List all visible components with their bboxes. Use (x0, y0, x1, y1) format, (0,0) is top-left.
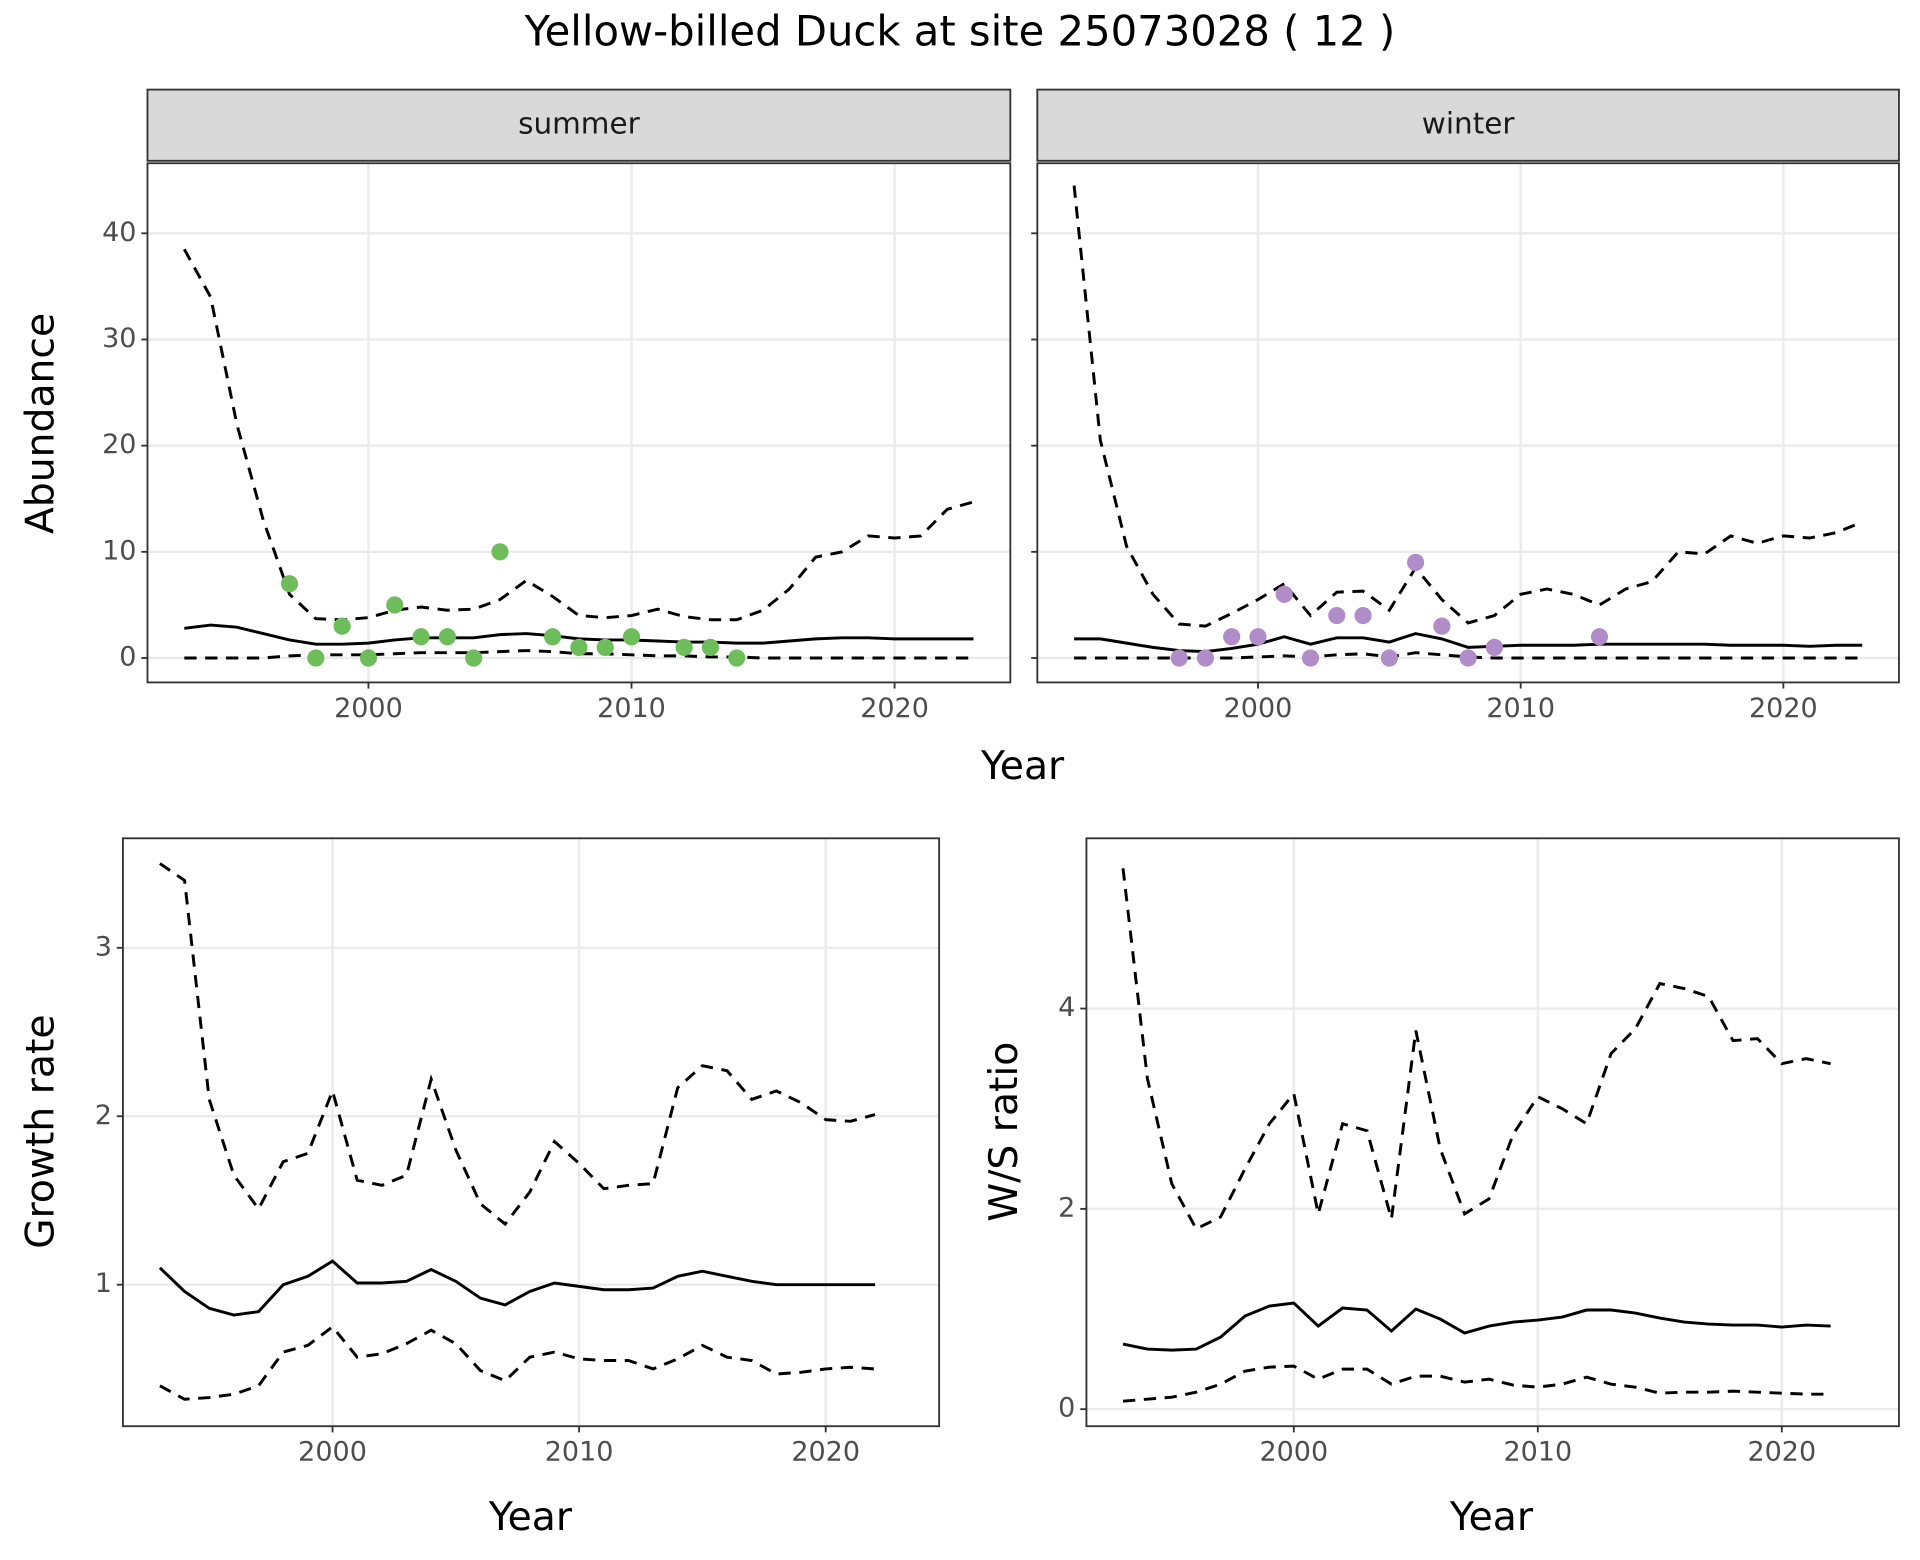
facet-strip (1036, 88, 1900, 162)
panel-border (1085, 837, 1900, 1428)
point (386, 596, 404, 614)
line (1122, 1364, 1831, 1403)
panel-border (1036, 162, 1900, 684)
y-tick-label: 30 (102, 323, 136, 354)
point (280, 575, 299, 593)
line (1072, 185, 1863, 628)
y-tick-label: 3 (95, 931, 112, 962)
point (1354, 606, 1372, 625)
point (701, 638, 720, 656)
point (544, 628, 562, 646)
line (159, 862, 876, 1227)
point (1249, 628, 1267, 646)
panel-background (122, 838, 940, 1427)
facet-label: summer (518, 107, 640, 141)
point (1196, 649, 1215, 667)
y-axis-label: W/S ratio (982, 1042, 1027, 1222)
y-tick-label: 2 (1058, 1192, 1075, 1223)
point (412, 628, 430, 646)
line (1121, 868, 1831, 1231)
point (1301, 649, 1320, 667)
panel-border (122, 837, 941, 1428)
line (1122, 1301, 1831, 1352)
point (1380, 649, 1398, 667)
point (1170, 649, 1188, 667)
x-axis-label: Year (980, 744, 1065, 789)
x-tick-label: 2010 (1486, 693, 1555, 724)
x-tick-label: 2020 (860, 693, 929, 724)
point (307, 649, 325, 667)
line (158, 1259, 876, 1317)
point (1485, 638, 1503, 656)
point (1590, 628, 1609, 646)
point (333, 617, 351, 635)
point (465, 649, 483, 667)
panel-background (147, 163, 1011, 683)
y-tick-label: 40 (102, 217, 136, 248)
point (1328, 606, 1346, 625)
point (1407, 553, 1425, 572)
point (728, 649, 746, 667)
point (570, 638, 588, 656)
y-axis-label: Growth rate (19, 1014, 64, 1248)
point (1223, 628, 1241, 646)
facet-strip (146, 88, 1012, 162)
panel-background (1037, 163, 1899, 683)
point (675, 638, 693, 656)
point (359, 649, 378, 667)
facet-label: winter (1422, 107, 1516, 141)
y-tick-label: 2 (95, 1100, 112, 1131)
y-tick-label: 20 (102, 429, 136, 460)
figure-title: Yellow-billed Duck at site 25073028 ( 12… (524, 6, 1396, 55)
y-tick-label: 0 (119, 642, 136, 673)
x-axis-label: Year (488, 1495, 573, 1540)
y-tick-label: 0 (1058, 1393, 1075, 1424)
panel-border (146, 162, 1012, 684)
x-tick-label: 2000 (334, 693, 403, 724)
x-tick-label: 2000 (1259, 1437, 1328, 1468)
line (183, 248, 974, 622)
point (622, 628, 641, 646)
point (1459, 649, 1477, 667)
x-tick-label: 2020 (1747, 1437, 1816, 1468)
point (1275, 585, 1293, 603)
y-axis-label: Abundance (19, 313, 64, 534)
y-tick-label: 10 (102, 535, 136, 566)
x-tick-label: 2020 (791, 1437, 860, 1468)
panel-background (1086, 838, 1899, 1427)
line (159, 1324, 876, 1401)
x-tick-label: 2010 (1503, 1437, 1572, 1468)
y-tick-label: 4 (1058, 992, 1075, 1023)
x-tick-label: 2020 (1749, 693, 1818, 724)
x-tick-label: 2000 (1224, 693, 1293, 724)
point (1433, 617, 1451, 635)
x-tick-label: 2010 (545, 1437, 614, 1468)
x-tick-label: 2010 (597, 693, 666, 724)
point (438, 628, 456, 646)
x-tick-label: 2000 (298, 1437, 367, 1468)
point (596, 638, 614, 656)
point (491, 543, 509, 561)
y-tick-label: 1 (95, 1268, 112, 1299)
x-axis-label: Year (1449, 1495, 1534, 1540)
